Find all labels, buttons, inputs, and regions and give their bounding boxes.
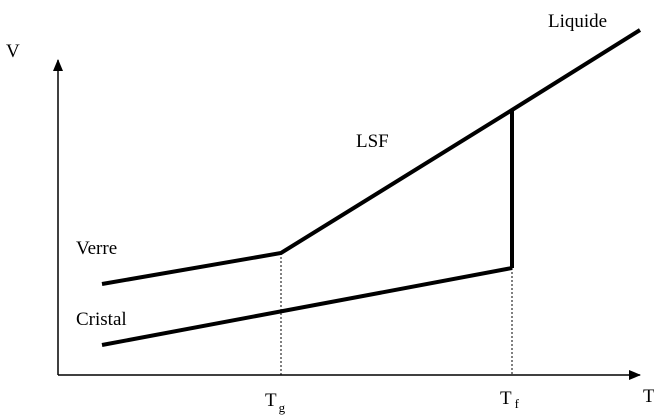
- tf-subscript: f: [515, 396, 520, 411]
- crystal-curve: [101, 266, 513, 347]
- tg-symbol: T: [265, 390, 277, 411]
- x-axis-label: T: [643, 386, 654, 407]
- glass-label: Verre: [76, 238, 117, 259]
- crystal-label: Cristal: [76, 309, 127, 330]
- supercooled-label: LSF: [356, 131, 389, 152]
- y-axis-label: V: [6, 41, 20, 62]
- glass-liquid-curve: [101, 28, 642, 286]
- tf-symbol: T: [500, 388, 512, 409]
- tg-subscript: g: [279, 400, 286, 415]
- liquid-label: Liquide: [548, 11, 607, 32]
